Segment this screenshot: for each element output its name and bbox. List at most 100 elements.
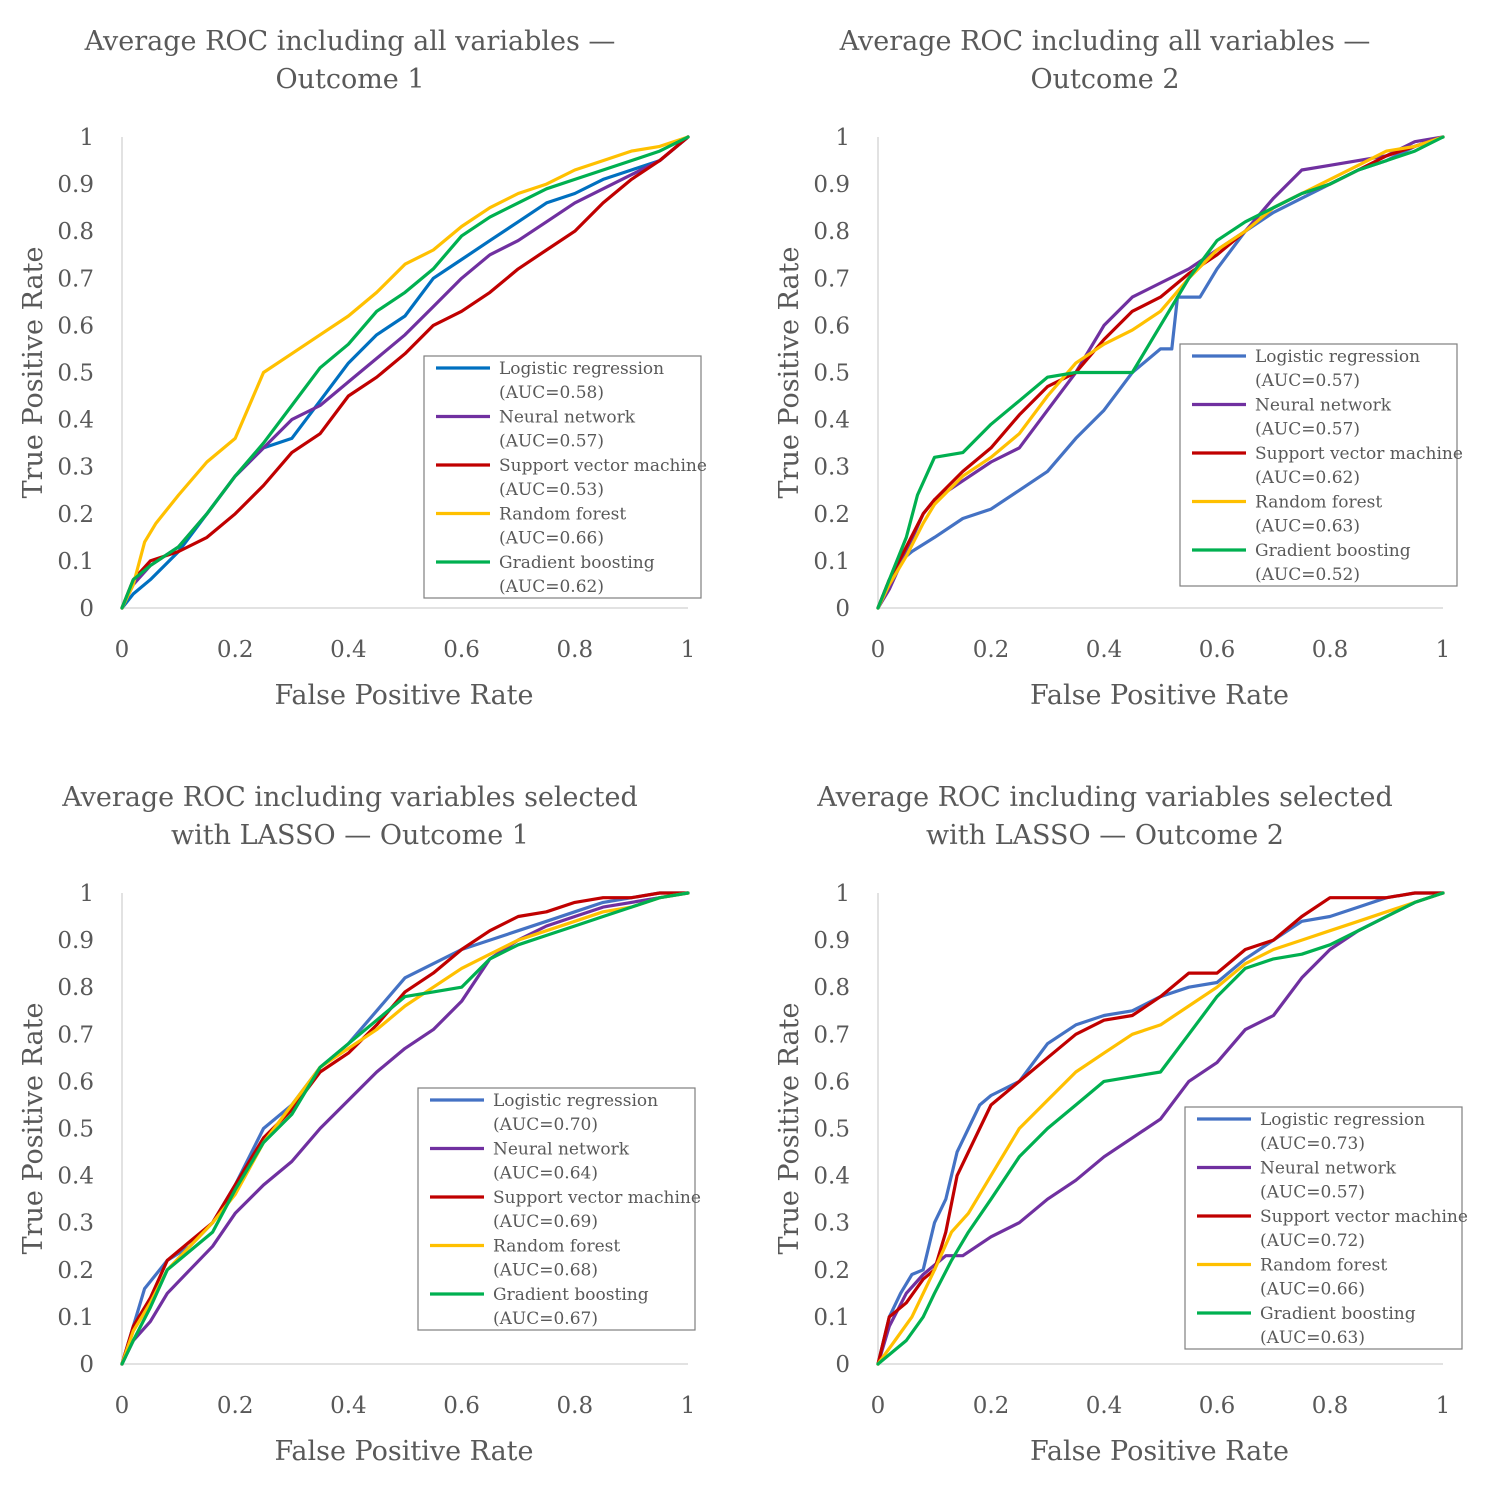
y-tick-label: 0: [835, 596, 850, 622]
y-tick-label: 0.3: [813, 455, 850, 481]
y-tick-label: 1: [79, 125, 94, 151]
legend-entry-name: Gradient boosting: [1255, 541, 1411, 561]
legend-entry-name: Support vector machine: [493, 1188, 701, 1208]
x-tick-label: 0.6: [1199, 637, 1236, 663]
y-tick-label: 0.4: [57, 408, 94, 434]
x-axis-label: False Positive Rate: [274, 1436, 533, 1467]
y-axis-label: True Positive Rate: [774, 247, 805, 499]
chart-panel-3: Average ROC including variables selected…: [18, 782, 701, 1467]
roc-line-support-vector-machine: [120, 891, 690, 1366]
y-axis-label: True Positive Rate: [774, 1003, 805, 1255]
chart-title-line: with LASSO — Outcome 2: [926, 820, 1284, 851]
legend-entry-name: Neural network: [1255, 396, 1392, 416]
legend-entry-name: Neural network: [493, 1140, 630, 1160]
legend-entry-auc: (AUC=0.62): [1255, 468, 1360, 488]
legend-entry-auc: (AUC=0.72): [1260, 1231, 1365, 1251]
x-tick-label: 0.6: [443, 637, 480, 663]
x-tick-label: 0: [115, 1393, 130, 1419]
x-tick-label: 0.6: [443, 1393, 480, 1419]
x-tick-label: 0: [115, 637, 130, 663]
legend-entry-name: Random forest: [1260, 1256, 1387, 1276]
roc-line-random-forest: [876, 891, 1445, 1366]
legend-entry-auc: (AUC=0.62): [499, 577, 604, 597]
x-axis-label: False Positive Rate: [1030, 1436, 1289, 1467]
legend-entry-auc: (AUC=0.69): [493, 1212, 598, 1232]
y-tick-label: 0.1: [57, 1305, 94, 1331]
legend-entry-auc: (AUC=0.57): [1255, 420, 1360, 440]
y-tick-label: 0.9: [813, 928, 850, 954]
y-tick-label: 0.1: [813, 1305, 850, 1331]
y-tick-label: 0.4: [813, 1164, 850, 1190]
y-tick-label: 1: [835, 125, 850, 151]
legend-entry-name: Logistic regression: [499, 359, 664, 379]
legend-entry-auc: (AUC=0.53): [499, 480, 604, 500]
legend-entry-auc: (AUC=0.57): [1255, 371, 1360, 391]
y-tick-label: 0.2: [813, 502, 850, 528]
legend-entry-name: Random forest: [493, 1237, 620, 1257]
legend-entry-auc: (AUC=0.66): [1260, 1280, 1365, 1300]
legend-box: [423, 355, 702, 599]
legend-entry-auc: (AUC=0.57): [1260, 1183, 1365, 1203]
legend-entry-auc: (AUC=0.63): [1260, 1328, 1365, 1348]
legend-entry-auc: (AUC=0.52): [1255, 565, 1360, 585]
y-tick-label: 0: [79, 1352, 94, 1378]
legend-entry-auc: (AUC=0.70): [493, 1115, 598, 1135]
chart-title-line: Average ROC including all variables —: [839, 26, 1371, 57]
x-tick-label: 1: [1436, 1393, 1451, 1419]
legend-entry-auc: (AUC=0.64): [493, 1164, 598, 1184]
y-tick-label: 0.4: [57, 1164, 94, 1190]
y-tick-label: 0.2: [57, 502, 94, 528]
legend-entry-auc: (AUC=0.63): [1255, 517, 1360, 537]
legend-entry-name: Logistic regression: [493, 1091, 658, 1111]
chart-panel-4: Average ROC including variables selected…: [774, 782, 1468, 1467]
roc-line-logistic-regression: [120, 891, 690, 1366]
legend-entry-auc: (AUC=0.66): [499, 529, 604, 549]
y-tick-label: 0.6: [57, 1069, 94, 1095]
legend-entry-name: Support vector machine: [499, 456, 707, 476]
legend: Logistic regression (AUC=0.70) Neural netw…: [417, 1087, 701, 1331]
x-axis-label: False Positive Rate: [1030, 680, 1289, 711]
y-axis-label: True Positive Rate: [18, 1003, 49, 1255]
y-tick-label: 0.5: [813, 361, 850, 387]
legend-entry-auc: (AUC=0.73): [1260, 1134, 1365, 1154]
x-tick-label: 0.2: [217, 637, 254, 663]
legend-entry-auc: (AUC=0.58): [499, 383, 604, 403]
x-tick-label: 0.8: [1312, 1393, 1349, 1419]
y-tick-label: 0.7: [57, 1022, 94, 1048]
y-tick-label: 0.7: [813, 1022, 850, 1048]
y-tick-label: 0: [835, 1352, 850, 1378]
y-tick-label: 0.1: [57, 549, 94, 575]
y-tick-label: 0.8: [813, 975, 850, 1001]
x-tick-label: 1: [681, 637, 696, 663]
y-tick-label: 0.6: [57, 313, 94, 339]
y-tick-label: 0.1: [813, 549, 850, 575]
x-tick-label: 0.4: [330, 637, 367, 663]
legend: Logistic regression (AUC=0.73) Neural netw…: [1184, 1106, 1468, 1350]
chart-title-line: Average ROC including variables selected: [61, 782, 638, 813]
legend: Logistic regression (AUC=0.57) Neural netw…: [1179, 343, 1463, 587]
legend-box: [1184, 1106, 1463, 1350]
x-tick-label: 1: [1436, 637, 1451, 663]
y-axis-label: True Positive Rate: [18, 247, 49, 499]
y-tick-label: 0: [79, 596, 94, 622]
y-tick-label: 0.9: [813, 172, 850, 198]
y-tick-label: 0.8: [57, 219, 94, 245]
legend: Logistic regression (AUC=0.58) Neural netw…: [423, 355, 707, 599]
roc-line-random-forest: [876, 135, 1445, 610]
roc-line-gradient-boosting: [120, 135, 690, 610]
legend-entry-name: Random forest: [499, 505, 626, 525]
roc-line-random-forest: [120, 135, 690, 610]
legend-entry-name: Support vector machine: [1260, 1207, 1468, 1227]
legend-entry-auc: (AUC=0.67): [493, 1309, 598, 1329]
x-tick-label: 0.2: [973, 637, 1010, 663]
y-tick-label: 0.7: [57, 266, 94, 292]
legend-entry-name: Random forest: [1255, 493, 1382, 513]
chart-title-line: Average ROC including variables selected: [816, 782, 1393, 813]
legend-entry-auc: (AUC=0.57): [499, 432, 604, 452]
y-tick-label: 0.7: [813, 266, 850, 292]
y-tick-label: 0.4: [813, 408, 850, 434]
legend-entry-name: Neural network: [499, 408, 636, 428]
x-tick-label: 0.2: [973, 1393, 1010, 1419]
y-tick-label: 0.6: [813, 1069, 850, 1095]
y-tick-label: 0.6: [813, 313, 850, 339]
